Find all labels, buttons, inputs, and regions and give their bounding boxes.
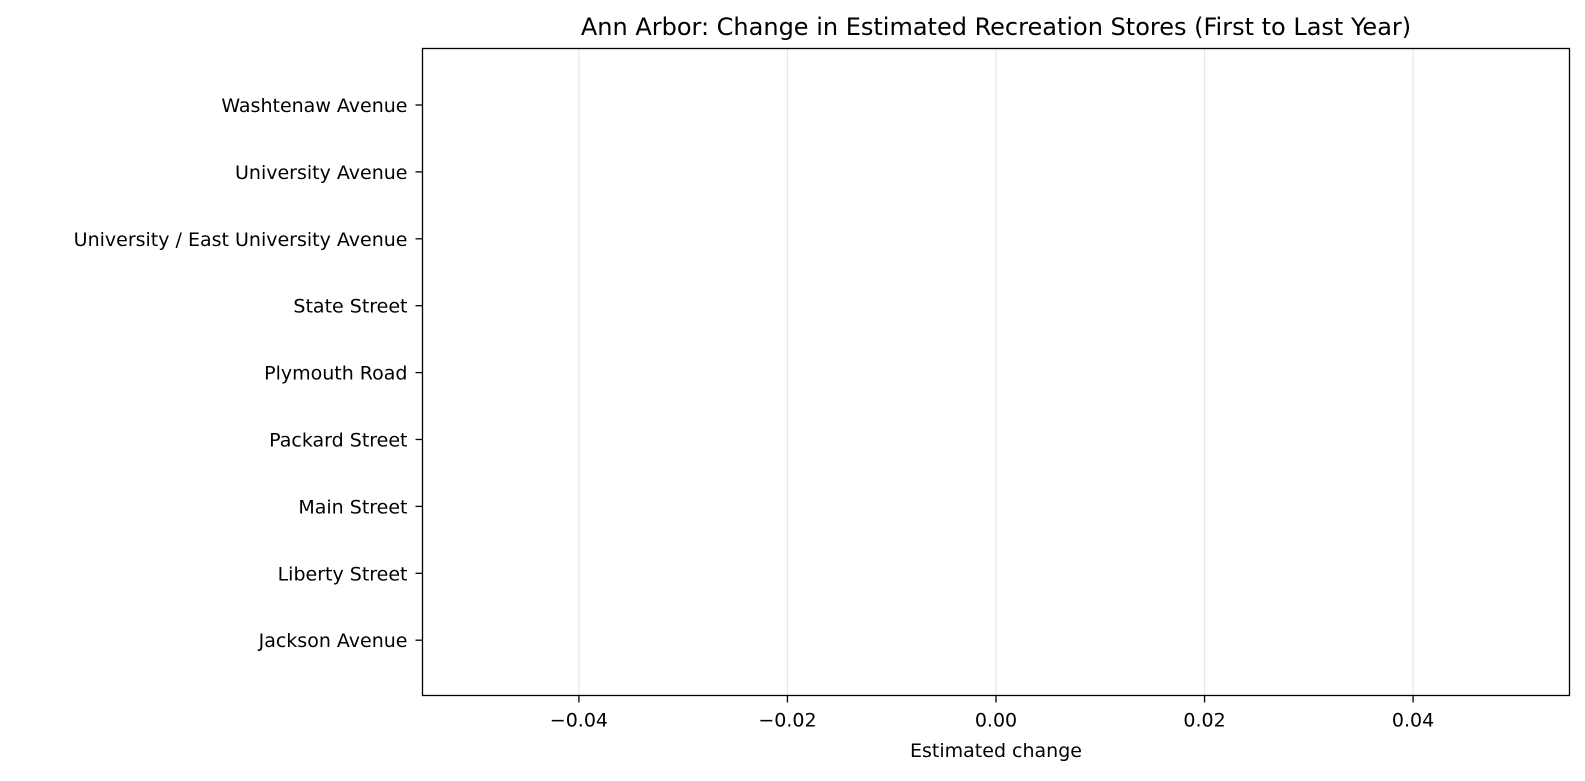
- y-axis-ticks: Washtenaw Avenue University Avenue Univers…: [74, 95, 423, 652]
- y-tick-label: University Avenue: [235, 162, 407, 184]
- chart-title: Ann Arbor: Change in Estimated Recreatio…: [581, 13, 1411, 41]
- y-tick-label: Washtenaw Avenue: [221, 95, 407, 117]
- x-tick-label: 0.04: [1392, 710, 1434, 732]
- y-tick-label: Liberty Street: [278, 563, 408, 585]
- gridlines: [578, 48, 1414, 696]
- x-tick-label: 0.00: [975, 710, 1017, 732]
- x-tick-label: −0.02: [758, 710, 816, 732]
- x-tick-label: 0.02: [1183, 710, 1225, 732]
- y-tick-label: Packard Street: [269, 430, 407, 452]
- y-tick-label: Main Street: [298, 496, 407, 518]
- x-tick-label: −0.04: [550, 710, 608, 732]
- y-tick-label: University / East University Avenue: [74, 229, 408, 251]
- x-axis-label: Estimated change: [910, 740, 1082, 762]
- x-axis-ticks: −0.04 −0.02 0.00 0.02 0.04: [550, 695, 1434, 732]
- y-tick-label: State Street: [293, 296, 407, 318]
- y-tick-label: Plymouth Road: [264, 363, 407, 385]
- y-tick-label: Jackson Avenue: [258, 630, 408, 652]
